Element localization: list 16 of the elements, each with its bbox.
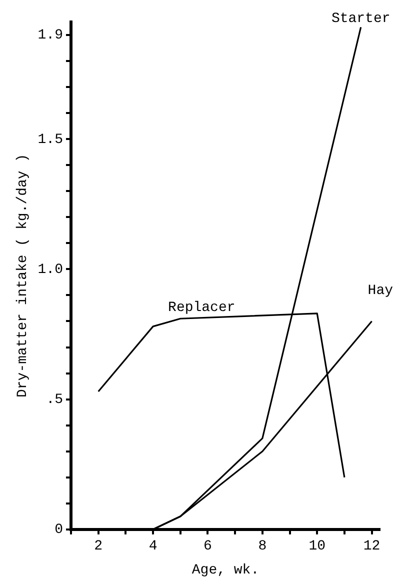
y-tick-label: 1.5 [38,132,64,148]
x-tick-label: 8 [258,538,267,555]
x-tick-label: 12 [363,538,380,555]
series-label: Starter [331,10,390,27]
y-tick-label: 1.0 [38,262,64,278]
x-tick-label: 2 [94,538,103,555]
series-label: Hay [368,282,394,299]
x-tick-label: 10 [308,538,326,555]
series-label: Replacer [168,300,236,316]
x-tick-label: 6 [204,538,212,555]
y-tick-label: 1.9 [38,28,64,44]
y-axis-title: Dry-matter intake ( kg./day ) [15,154,32,398]
x-axis-title: Age, wk. [192,562,260,578]
y-tick-label: .5 [46,392,64,408]
x-tick-label: 4 [148,538,158,555]
y-tick-label: 0 [54,522,64,538]
